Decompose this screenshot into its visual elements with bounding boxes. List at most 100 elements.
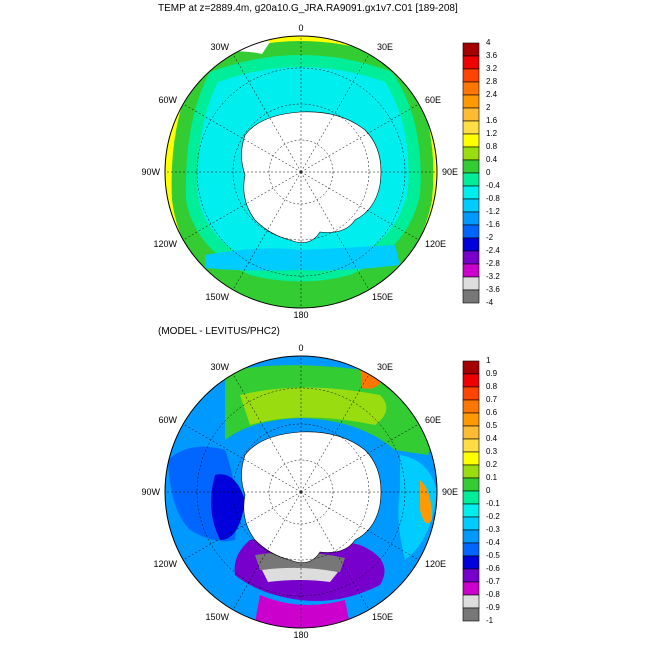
- bottom-colorbar-swatch: [462, 386, 480, 401]
- bottom-colorbar-swatch: [462, 451, 480, 466]
- top-colorbar-tick-label: 0.8: [486, 142, 498, 151]
- bottom-colorbar-swatch: [462, 425, 480, 440]
- bottom-field-south-magenta: [255, 595, 350, 628]
- top-label-30e: 30E: [377, 42, 393, 52]
- bottom-colorbar-swatch: [462, 568, 480, 583]
- bottom-colorbar-tick-label: 0.9: [486, 369, 498, 378]
- top-colorbar-swatch: [462, 94, 480, 109]
- top-colorbar-swatch: [462, 133, 480, 148]
- top-colorbar-swatch: [462, 224, 480, 239]
- top-colorbar-tick-label: 0: [486, 168, 491, 177]
- top-label-150w: 150W: [205, 292, 229, 302]
- bottom-colorbar-tick-label: -0.8: [486, 590, 500, 599]
- top-colorbar-tick-label: -0.8: [486, 194, 500, 203]
- bottom-label-150e: 150E: [372, 612, 393, 622]
- bottom-map: 0 30E 60E 90E 120E 150E 180 150W 120W 90…: [141, 343, 458, 640]
- top-colorbar-swatch: [462, 55, 480, 70]
- bottom-field-indian-cyan: [398, 455, 437, 560]
- bottom-field-weddell-light: [240, 387, 387, 425]
- top-label-90e: 90E: [442, 167, 458, 177]
- bottom-colorbar-tick-label: -0.6: [486, 564, 500, 573]
- top-colorbar-swatch: [462, 42, 480, 57]
- top-colorbar-swatch: [462, 263, 480, 278]
- top-colorbar-tick-label: -3.2: [486, 272, 500, 281]
- top-label-120e: 120E: [425, 239, 446, 249]
- top-label-180: 180: [293, 310, 308, 320]
- top-map: 0 30E 60E 90E 120E 150E 180 150W 120W 90…: [141, 23, 458, 320]
- top-colorbar-tick-label: 3.2: [486, 64, 498, 73]
- bottom-colorbar-tick-label: 0: [486, 486, 491, 495]
- bottom-field-pacific-deep: [211, 474, 245, 540]
- bottom-colorbar-tick-label: -0.3: [486, 525, 500, 534]
- top-colorbar-tick-label: 2: [486, 103, 491, 112]
- bottom-label-90e: 90E: [442, 487, 458, 497]
- top-label-150e: 150E: [372, 292, 393, 302]
- bottom-meridian-lines: [165, 356, 437, 628]
- bottom-colorbar-tick-label: -0.5: [486, 551, 500, 560]
- bottom-label-30e: 30E: [377, 362, 393, 372]
- top-colorbar-tick-label: -0.4: [486, 181, 500, 190]
- bottom-colorbar-tick-label: 0.2: [486, 460, 498, 469]
- bottom-panel-title: (MODEL - LEVITUS/PHC2): [158, 326, 280, 337]
- bottom-colorbar-tick-label: -0.1: [486, 499, 500, 508]
- bottom-colorbar-tick-label: -1: [486, 616, 494, 625]
- bottom-colorbar-tick-label: -0.9: [486, 603, 500, 612]
- top-colorbar-swatch: [462, 146, 480, 161]
- bottom-colorbar-swatch: [462, 438, 480, 453]
- top-colorbar-swatch: [462, 250, 480, 265]
- bottom-colorbar-tick-label: 1: [486, 356, 491, 365]
- bottom-colorbar-tick-label: -0.2: [486, 512, 500, 521]
- top-label-120w: 120W: [153, 239, 177, 249]
- bottom-colorbar-tick-label: -0.4: [486, 538, 500, 547]
- top-colorbar-tick-label: 3.6: [486, 51, 498, 60]
- bottom-colorbar-swatch: [462, 581, 480, 596]
- top-colorbar-tick-label: -3.6: [486, 285, 500, 294]
- bottom-colorbar-swatch: [462, 412, 480, 427]
- bottom-field-ross-light: [262, 567, 338, 582]
- bottom-colorbar-swatch: [462, 516, 480, 531]
- bottom-colorbar-tick-label: 0.7: [486, 395, 498, 404]
- top-colorbar-tick-label: -2.4: [486, 246, 500, 255]
- bottom-colorbar-swatch: [462, 490, 480, 505]
- bottom-colorbar: [462, 360, 480, 622]
- top-colorbar-tick-label: 2.8: [486, 77, 498, 86]
- top-colorbar-tick-label: 1.6: [486, 116, 498, 125]
- bottom-label-120w: 120W: [153, 559, 177, 569]
- top-field-ross-cold: [205, 245, 400, 271]
- top-colorbar-tick-label: -4: [486, 298, 494, 307]
- bottom-colorbar-tick-label: 0.3: [486, 447, 498, 456]
- top-label-60e: 60E: [425, 95, 441, 105]
- top-colorbar-tick-label: 2.4: [486, 90, 498, 99]
- top-label-90w: 90W: [141, 167, 160, 177]
- bottom-colorbar-swatch: [462, 607, 480, 622]
- top-colorbar-tick-label: -1.6: [486, 220, 500, 229]
- bottom-colorbar-swatch: [462, 529, 480, 544]
- top-label-0: 0: [298, 23, 303, 33]
- bottom-colorbar-tick-label: 0.4: [486, 434, 498, 443]
- bottom-colorbar-swatch: [462, 477, 480, 492]
- bottom-field-indian-warm: [420, 480, 432, 524]
- bottom-colorbar-swatch: [462, 399, 480, 414]
- top-panel-title: TEMP at z=2889.4m, g20a10.G_JRA.RA9091.g…: [158, 3, 458, 14]
- top-label-30w: 30W: [210, 42, 229, 52]
- top-label-60w: 60W: [158, 95, 177, 105]
- top-colorbar-swatch: [462, 107, 480, 122]
- bottom-map-border: [164, 355, 438, 629]
- top-colorbar-tick-label: -1.2: [486, 207, 500, 216]
- bottom-label-60e: 60E: [425, 415, 441, 425]
- top-colorbar-swatch: [462, 198, 480, 213]
- bottom-colorbar-swatch: [462, 594, 480, 609]
- top-colorbar-swatch: [462, 237, 480, 252]
- bottom-colorbar-swatch: [462, 503, 480, 518]
- top-colorbar: [462, 42, 480, 304]
- top-colorbar-swatch: [462, 211, 480, 226]
- top-colorbar-swatch: [462, 172, 480, 187]
- bottom-colorbar-tick-label: 0.5: [486, 421, 498, 430]
- bottom-label-120e: 120E: [425, 559, 446, 569]
- top-colorbar-swatch: [462, 289, 480, 304]
- top-meridian-lines: [165, 36, 437, 308]
- top-colorbar-swatch: [462, 81, 480, 96]
- bottom-label-30w: 30W: [210, 362, 229, 372]
- top-colorbar-swatch: [462, 120, 480, 135]
